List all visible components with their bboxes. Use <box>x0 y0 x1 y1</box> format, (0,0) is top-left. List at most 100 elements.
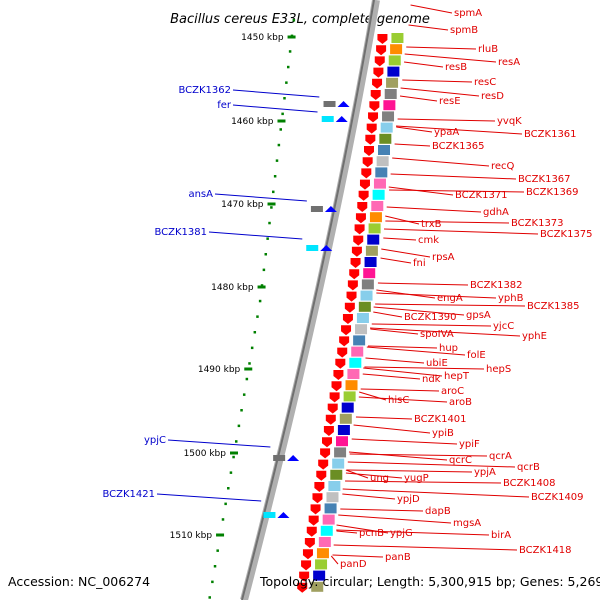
gene-label[interactable]: panD <box>340 559 367 570</box>
gene-leader-line <box>353 424 431 434</box>
forward-gene-arrow <box>329 392 340 403</box>
forward-gene-arrow <box>370 90 381 100</box>
gene-category-block <box>382 111 395 122</box>
gene-leader-line <box>332 554 384 558</box>
gene-label[interactable]: qcrA <box>489 451 512 462</box>
gene-label[interactable]: yjcC <box>493 321 514 332</box>
gene-leader-line <box>336 530 358 534</box>
gene-label[interactable]: hepT <box>444 371 470 382</box>
gene-label[interactable]: ypiB <box>432 428 454 439</box>
gene-label[interactable]: yvqK <box>497 116 522 127</box>
gene-label[interactable]: BCZK1385 <box>527 301 580 312</box>
gene-label[interactable]: panB <box>385 552 411 563</box>
gene-label[interactable]: ypjA <box>474 467 496 478</box>
gene-label[interactable]: gdhA <box>483 207 509 218</box>
gene-label[interactable]: ypjG <box>390 528 413 539</box>
gene-label[interactable]: BCZK1369 <box>526 187 579 198</box>
gene-leader-line <box>404 61 444 68</box>
gene-label[interactable]: resA <box>498 57 520 68</box>
gene-label[interactable]: BCZK1373 <box>511 218 564 229</box>
gene-label[interactable]: BCZK1418 <box>519 545 572 556</box>
gene-label-left[interactable]: BCZK1362 <box>178 85 231 96</box>
forward-gene-arrow <box>350 258 361 268</box>
gene-category-block <box>328 481 341 491</box>
forward-gene-arrow <box>310 504 321 515</box>
gene-label[interactable]: ypjD <box>397 494 420 505</box>
gene-label-left[interactable]: fer <box>217 100 232 111</box>
gene-label-left[interactable]: ypjC <box>144 435 166 446</box>
gene-label[interactable]: spoIVA <box>420 329 454 340</box>
gene-label[interactable]: BCZK1409 <box>531 492 584 503</box>
reverse-gene-arrow <box>287 455 300 461</box>
gene-label[interactable]: cmk <box>418 235 439 246</box>
scale-dot <box>286 65 290 69</box>
gene-label[interactable]: resE <box>439 96 461 107</box>
gene-label[interactable]: ypiF <box>459 439 480 450</box>
gene-leader-line <box>397 118 496 122</box>
gene-label[interactable]: aroB <box>449 397 472 408</box>
gene-label[interactable]: resC <box>474 77 496 88</box>
scale-dot <box>245 377 249 381</box>
gene-label[interactable]: BCZK1365 <box>432 141 485 152</box>
gene-label[interactable]: rpsA <box>432 252 455 263</box>
gene-label[interactable]: ndk <box>422 374 441 385</box>
gene-label[interactable]: spmB <box>450 25 478 36</box>
gene-leader-line <box>362 373 421 380</box>
gene-label[interactable]: pcnB <box>359 528 384 539</box>
scale-dot <box>262 268 266 272</box>
gene-label[interactable]: fni <box>413 258 426 269</box>
gene-leader-line <box>340 508 424 512</box>
forward-gene-arrow <box>321 437 332 448</box>
scale-dot <box>248 362 251 365</box>
gene-leader-line <box>373 306 465 316</box>
gene-label[interactable]: BCZK1408 <box>503 478 556 489</box>
scale-dot <box>211 580 214 584</box>
gene-leader-line <box>410 4 453 14</box>
gene-label[interactable]: BCZK1382 <box>470 280 523 291</box>
gene-label[interactable]: aroC <box>441 386 464 397</box>
gene-label[interactable]: qcrB <box>517 462 540 473</box>
gene-label[interactable]: hisC <box>388 395 409 406</box>
gene-label[interactable]: birA <box>491 530 511 541</box>
gene-label[interactable]: mgsA <box>453 518 481 529</box>
gene-label[interactable]: ubiE <box>426 358 448 369</box>
gene-leader-line <box>355 416 413 420</box>
gene-label-left[interactable]: BCZK1421 <box>102 489 155 500</box>
gene-label[interactable]: BCZK1367 <box>518 174 571 185</box>
gene-label[interactable]: qcrC <box>449 455 472 466</box>
gene-label[interactable]: resB <box>445 62 467 73</box>
gene-label[interactable]: yphE <box>522 331 547 342</box>
gene-label[interactable]: recQ <box>491 161 515 172</box>
gene-label[interactable]: BCZK1361 <box>524 129 577 140</box>
gene-label[interactable]: dapB <box>425 506 451 517</box>
gene-category-block <box>369 212 382 223</box>
scale-dot <box>268 221 271 225</box>
gene-category-block <box>387 66 400 77</box>
gene-label[interactable]: folE <box>467 350 486 361</box>
gene-category-block <box>356 313 369 323</box>
gene-features <box>297 33 404 593</box>
gene-label[interactable]: resD <box>481 91 504 102</box>
gene-label[interactable]: hup <box>439 343 458 354</box>
gene-category-block <box>365 245 378 256</box>
gene-label[interactable]: spmA <box>454 8 482 19</box>
gene-label[interactable]: BCZK1375 <box>540 229 593 240</box>
gene-label[interactable]: trxB <box>421 219 442 230</box>
gene-label[interactable]: engA <box>437 293 463 304</box>
gene-label[interactable]: rluB <box>478 44 498 55</box>
gene-label[interactable]: yugP <box>404 473 429 484</box>
gene-label[interactable]: hepS <box>486 364 511 375</box>
reverse-gene-arrow <box>277 512 290 518</box>
gene-label-left[interactable]: ansA <box>188 189 213 200</box>
forward-gene-arrow <box>314 482 325 492</box>
gene-label[interactable]: gpsA <box>466 310 491 321</box>
gene-label-left[interactable]: BCZK1381 <box>154 227 207 238</box>
gene-leader-line <box>402 79 473 83</box>
gene-label[interactable]: BCZK1401 <box>414 414 467 425</box>
gene-label[interactable]: ypaA <box>434 127 459 138</box>
gene-label[interactable]: BCZK1371 <box>455 190 508 201</box>
gene-label[interactable]: yphB <box>498 293 524 304</box>
gene-label[interactable]: BCZK1390 <box>404 312 457 323</box>
gene-label[interactable]: ung <box>370 473 389 484</box>
gene-leader-line <box>400 87 480 97</box>
